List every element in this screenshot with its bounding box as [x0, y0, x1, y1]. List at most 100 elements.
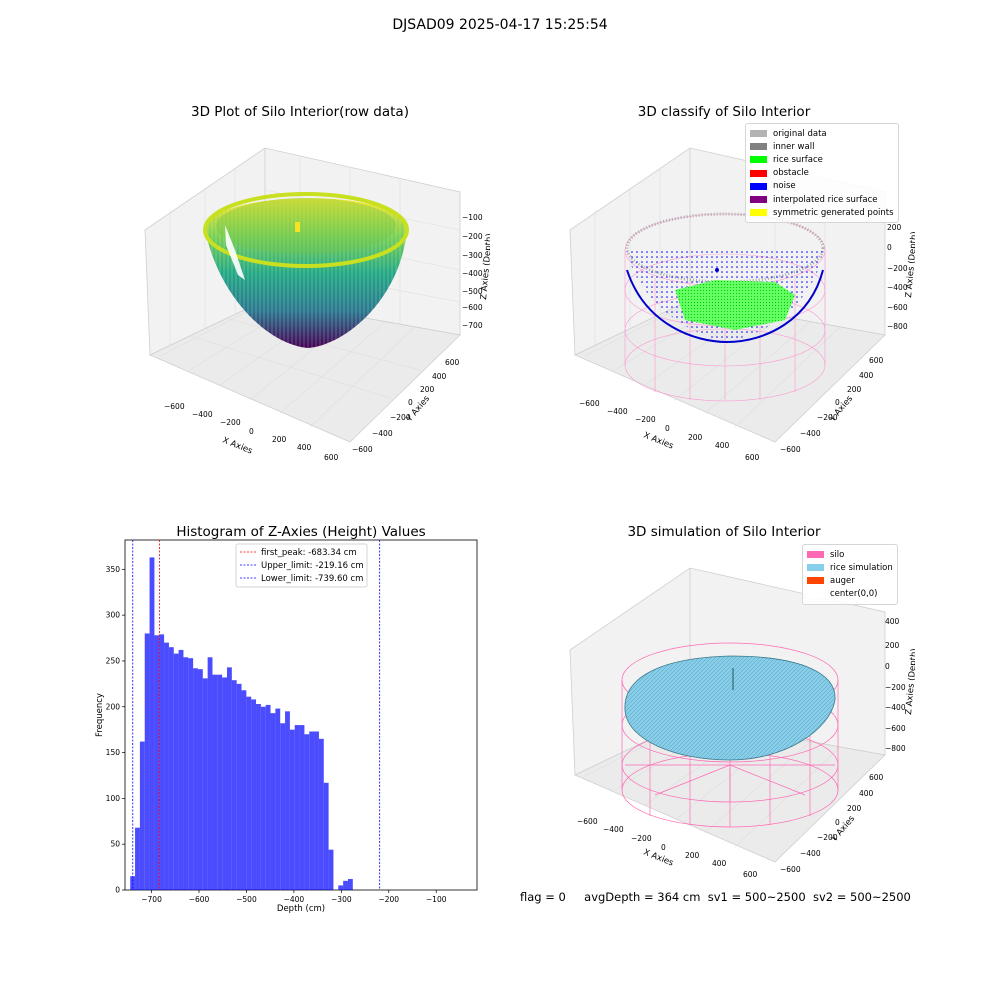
x-tick: −200	[220, 418, 241, 427]
z-tick: −600	[885, 724, 906, 733]
histogram-bar	[222, 677, 227, 890]
histogram-bar	[270, 713, 276, 890]
legend-label: rice simulation	[830, 562, 893, 573]
y-tick: 400	[859, 789, 874, 798]
z-tick: −400	[887, 283, 908, 292]
histogram-bar	[236, 683, 242, 890]
legend-item: rice surface	[750, 153, 894, 166]
viridis-bowl-surface	[203, 192, 409, 348]
y-tick: 600	[445, 358, 460, 367]
x-tick-label: −100	[426, 895, 447, 904]
z-tick: −700	[462, 321, 483, 330]
classify-z-label: Z Axies (Depth)	[904, 231, 915, 298]
classify-y-ticks: −600 −400 −200 0 200 400 600	[780, 356, 884, 454]
avg-depth-text: avgDepth = 364 cm	[584, 890, 701, 904]
histogram-bar	[265, 704, 271, 890]
legend-label: noise	[773, 181, 796, 192]
x-tick: 0	[665, 424, 670, 433]
histogram-bar	[328, 849, 334, 890]
legend-item: silo	[807, 548, 893, 561]
classified-points	[625, 212, 825, 344]
raw-3d-plot: −600 −400 −200 0 200 400 600 X Axies −60…	[144, 147, 490, 462]
y-tick: −400	[372, 429, 393, 438]
z-tick: −200	[885, 683, 906, 692]
y-tick: 0	[835, 818, 840, 827]
histogram-bar	[231, 680, 237, 890]
z-tick: −800	[887, 322, 908, 331]
z-tick: 0	[887, 243, 892, 252]
figure-suptitle: DJSAD09 2025-04-17 15:25:54	[392, 17, 608, 33]
classify-y-label: Y Axies	[827, 394, 855, 425]
simulation-y-label: Y Axies	[829, 814, 857, 845]
histogram-bar	[226, 667, 232, 890]
y-tick: 0	[835, 398, 840, 407]
z-tick: 200	[887, 223, 902, 232]
y-tick-label: 200	[106, 702, 121, 711]
z-tick: −500	[462, 287, 483, 296]
x-tick: 600	[743, 870, 758, 879]
classify-legend: original data inner wall rice surface ob…	[745, 123, 899, 224]
y-tick-label: 300	[106, 611, 121, 620]
histogram-bar	[183, 657, 189, 890]
legend-label: obstacle	[773, 168, 809, 179]
y-tick: −600	[352, 445, 373, 454]
legend-label: center(0,0)	[830, 589, 878, 600]
legend-label: first_peak: -683.34 cm	[261, 548, 357, 558]
histogram-x-label: Depth (cm)	[277, 904, 325, 914]
histogram-bar	[144, 633, 150, 890]
legend-swatch	[750, 182, 767, 190]
legend-label: inner wall	[773, 141, 815, 152]
y-tick-label: 150	[106, 748, 121, 757]
histogram-bar	[202, 678, 208, 890]
histogram-bar	[139, 741, 145, 890]
y-tick-label: 250	[106, 656, 121, 665]
y-tick: −400	[800, 849, 821, 858]
histogram-bar	[168, 647, 174, 890]
histogram-bar	[173, 653, 179, 890]
z-tick: −200	[462, 232, 483, 241]
y-tick: 600	[869, 773, 884, 782]
legend-label: auger	[830, 575, 855, 586]
x-tick: 200	[272, 435, 287, 444]
simulation-z-label: Z Axies (Depth)	[904, 648, 915, 715]
histogram-bar	[154, 635, 160, 890]
histogram-x-ticks: −700 −600 −500 −400 −300 −200 −100	[141, 890, 447, 904]
legend-swatch	[750, 209, 767, 217]
simulation-x-label: X Axies	[642, 848, 675, 869]
histogram-bar	[338, 885, 344, 890]
x-tick: −200	[635, 415, 656, 424]
y-tick: 200	[420, 385, 435, 394]
classify-x-label: X Axies	[642, 431, 675, 452]
histogram-bar	[294, 725, 300, 890]
x-tick: −600	[577, 817, 598, 826]
x-tick: −600	[579, 399, 600, 408]
legend-item: obstacle	[750, 167, 894, 180]
x-tick: 0	[661, 843, 666, 852]
legend-label: silo	[830, 549, 845, 560]
y-tick-label: 100	[106, 794, 121, 803]
y-tick: −400	[800, 429, 821, 438]
histogram-bar	[304, 734, 310, 890]
x-tick: −600	[164, 402, 185, 411]
classify-x-ticks: −600 −400 −200 0 200 400 600	[579, 399, 760, 462]
x-tick: 400	[715, 441, 730, 450]
raw-plot-title: 3D Plot of Silo Interior(row data)	[191, 104, 409, 120]
y-tick: 600	[869, 356, 884, 365]
histogram-bar	[178, 649, 184, 890]
histogram-bar	[217, 674, 223, 890]
x-tick: −200	[631, 834, 652, 843]
y-tick: 0	[408, 398, 413, 407]
y-tick: 400	[432, 372, 447, 381]
z-tick: −100	[462, 213, 483, 222]
legend-item: inner wall	[750, 140, 894, 153]
raw-x-label: X Axies	[221, 436, 254, 457]
histogram-bar	[275, 708, 281, 890]
histogram-bar	[280, 723, 286, 890]
z-tick: −600	[887, 303, 908, 312]
histogram-legend: first_peak: -683.34 cm Upper_limit: -219…	[235, 543, 368, 588]
histogram-bar	[314, 731, 319, 890]
z-tick: −600	[462, 303, 483, 312]
raw-y-ticks: −600 −400 −200 0 200 400 600	[352, 358, 460, 454]
histogram-bar	[260, 706, 266, 890]
y-tick: −600	[780, 865, 801, 874]
